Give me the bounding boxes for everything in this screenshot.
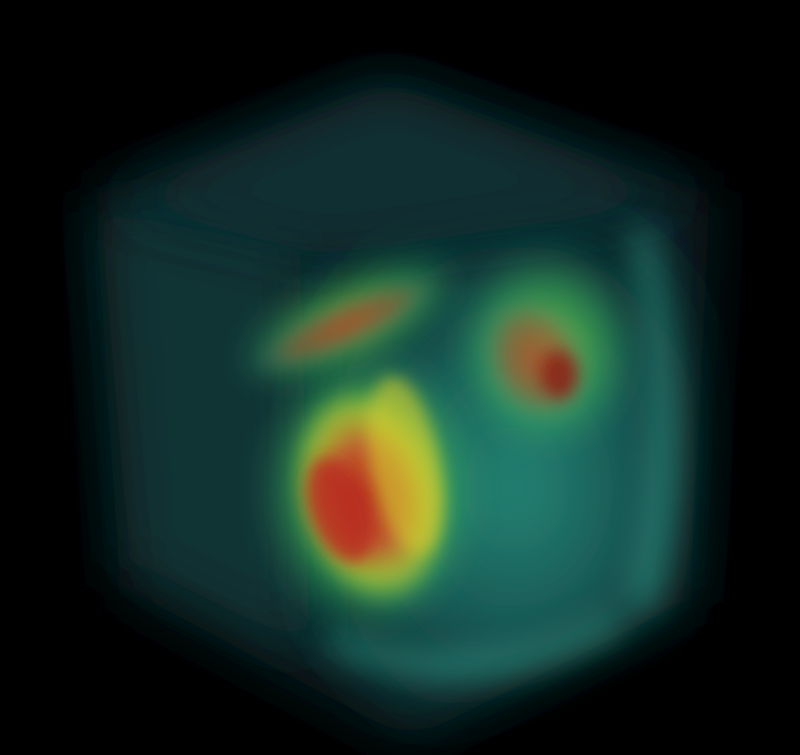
cube-face-top [110, 85, 700, 255]
red-ridge-upper-arm [249, 274, 441, 376]
red-core-right [477, 292, 593, 428]
cube-face-left [100, 210, 310, 650]
cube-edge-glow [326, 227, 676, 676]
red-core-lower-left [306, 457, 374, 563]
yellow-band-lower-left [367, 376, 443, 554]
